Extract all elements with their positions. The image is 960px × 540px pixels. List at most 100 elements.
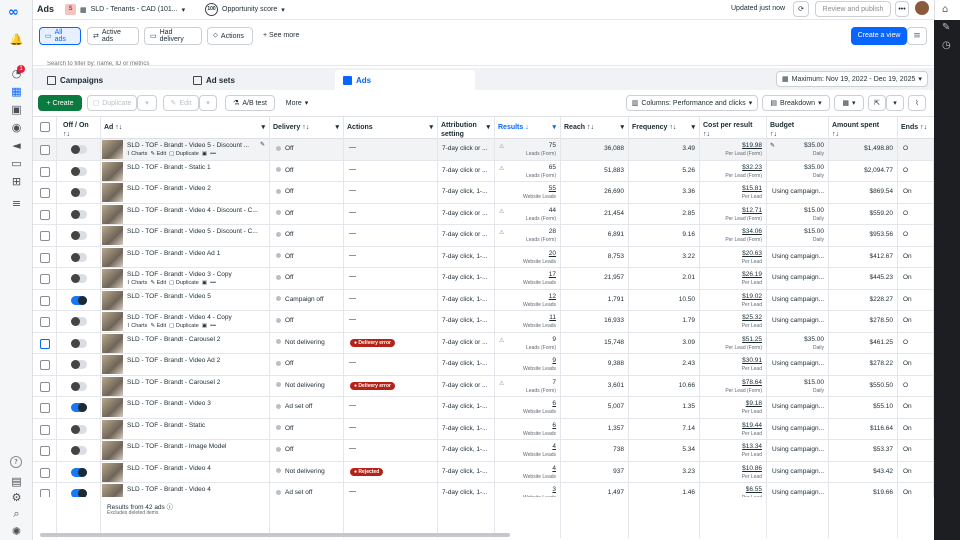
row-checkbox[interactable] xyxy=(40,295,50,306)
row-checkbox[interactable] xyxy=(40,188,50,198)
grid-icon[interactable]: ⊞ xyxy=(11,174,22,188)
warning-icon[interactable]: ⚠ xyxy=(499,380,505,387)
cost-value[interactable]: $19.02 xyxy=(742,292,762,300)
table-row[interactable]: SLD - TOF - Brandt - Video 4 - Discount … xyxy=(33,203,934,225)
tab-campaigns[interactable]: Campaigns xyxy=(39,70,179,90)
billing-icon[interactable]: ▭ xyxy=(11,156,22,170)
results-value[interactable]: 55 xyxy=(548,185,556,192)
more-button[interactable]: More ▾ xyxy=(279,95,315,111)
cost-value[interactable]: $20.63 xyxy=(742,249,762,257)
col-amount[interactable]: Amount spent ↑↓ xyxy=(829,117,898,139)
settings-sliders-icon[interactable]: ≡ xyxy=(907,27,927,45)
row-checkbox[interactable] xyxy=(40,360,50,370)
status-toggle[interactable] xyxy=(71,381,87,391)
pencil-icon[interactable]: ✎ xyxy=(770,142,776,149)
status-toggle[interactable] xyxy=(71,360,87,369)
col-offon[interactable]: Off / On ↑↓ xyxy=(57,117,101,139)
status-toggle[interactable] xyxy=(71,403,87,412)
status-toggle[interactable] xyxy=(71,446,87,455)
cost-value[interactable]: $30.91 xyxy=(742,357,762,364)
status-toggle[interactable] xyxy=(71,188,87,197)
row-checkbox[interactable] xyxy=(40,231,50,241)
table-row[interactable]: SLD - TOF - Brandt - Video 4 - Copy ⌇ Cha… xyxy=(33,311,934,333)
budget-value[interactable]: $15.00 xyxy=(804,228,824,235)
col-budget[interactable]: Budget ↑↓ xyxy=(767,117,829,139)
results-value[interactable]: 3 xyxy=(552,486,556,493)
table-row[interactable]: SLD - TOF - Brandt - Video 5 - Discount … xyxy=(33,139,934,161)
edit-link[interactable]: Edit xyxy=(156,323,167,329)
row-checkbox[interactable] xyxy=(40,209,50,220)
results-value[interactable]: 44 xyxy=(548,206,556,214)
col-cost[interactable]: Cost per result ↑↓ xyxy=(700,117,767,139)
see-more-link[interactable]: + See more xyxy=(263,32,300,39)
col-ad[interactable]: Ad ↑↓ ▾ xyxy=(101,117,270,139)
duplicate-link[interactable]: Duplicate xyxy=(175,151,199,157)
table-row[interactable]: SLD - TOF - Brandt - Image Model Off — 7-da… xyxy=(33,440,934,462)
edit-dropdown[interactable]: ▾ xyxy=(199,95,217,111)
horizontal-scrollbar[interactable] xyxy=(40,533,510,537)
side-bell-icon[interactable]: ⌂ xyxy=(942,4,949,15)
results-value[interactable]: 9 xyxy=(552,335,556,343)
status-toggle[interactable] xyxy=(71,166,87,176)
warning-icon[interactable]: ⚠ xyxy=(499,165,505,172)
cost-value[interactable]: $12.71 xyxy=(742,206,762,214)
menu-icon[interactable]: ≡ xyxy=(11,196,22,210)
side-clock-icon[interactable]: ◷ xyxy=(942,40,951,51)
cost-value[interactable]: $9.18 xyxy=(745,400,762,407)
table-row[interactable]: SLD - TOF - Brandt - Video Ad 1 Off — 7-day… xyxy=(33,246,934,268)
search-icon[interactable]: ⌕ xyxy=(13,507,20,520)
results-value[interactable]: 20 xyxy=(548,249,556,257)
bug-icon[interactable]: ✺ xyxy=(11,524,22,538)
cost-value[interactable]: $34.06 xyxy=(742,228,762,235)
avatar[interactable] xyxy=(915,1,929,15)
status-toggle[interactable] xyxy=(71,489,87,498)
results-value[interactable]: 7 xyxy=(552,378,556,386)
help-icon[interactable]: ? xyxy=(10,456,22,468)
info-icon[interactable]: ⓘ xyxy=(166,504,174,511)
cost-value[interactable]: $32.23 xyxy=(742,163,762,171)
results-value[interactable]: 75 xyxy=(548,142,556,149)
export-icon[interactable]: ⇱ xyxy=(868,95,886,111)
table-row[interactable]: SLD - TOF - Brandt - Video 3 - Copy ⌇ Cha… xyxy=(33,268,934,290)
pages-icon[interactable]: ▣ xyxy=(11,102,22,116)
duplicate-link[interactable]: Duplicate xyxy=(175,280,199,286)
status-badge[interactable]: ● Delivery error xyxy=(350,381,395,390)
rename-pencil-icon[interactable]: ✎ xyxy=(259,142,265,148)
ad-name[interactable]: SLD - TOF - Brandt - Video 5 - Discount … xyxy=(127,142,250,149)
ad-name[interactable]: SLD - TOF - Brandt - Video Ad 1 xyxy=(127,249,221,257)
cost-value[interactable]: $26.19 xyxy=(742,271,762,278)
status-toggle[interactable] xyxy=(71,274,87,283)
ab-test-button[interactable]: ⚗ A/B test xyxy=(225,95,275,111)
row-checkbox[interactable] xyxy=(40,403,50,413)
results-value[interactable]: 65 xyxy=(548,163,556,171)
budget-value[interactable]: $35.00 xyxy=(804,163,824,171)
edit-button[interactable]: ✎ Edit xyxy=(163,95,199,111)
row-checkbox[interactable] xyxy=(40,274,50,284)
budget-value[interactable]: $35.00 xyxy=(804,142,824,149)
duplicate-button[interactable]: ▢ Duplicate xyxy=(87,95,137,111)
col-actions[interactable]: Actions ▾ xyxy=(344,117,438,139)
row-checkbox[interactable] xyxy=(40,424,50,435)
col-ends[interactable]: Ends ↑↓ xyxy=(898,117,934,139)
row-checkbox[interactable] xyxy=(40,467,50,478)
cost-value[interactable]: $15.81 xyxy=(742,185,762,192)
more-icon[interactable]: ••• xyxy=(210,280,216,286)
preview-icon[interactable]: ▣ xyxy=(201,280,208,286)
table-row[interactable]: SLD - TOF - Brandt - Video 5 - Discount … xyxy=(33,225,934,247)
warning-icon[interactable]: ⚠ xyxy=(499,230,505,236)
edit-link[interactable]: Edit xyxy=(156,151,167,157)
select-all-checkbox[interactable] xyxy=(40,122,50,132)
ad-name[interactable]: SLD - TOF - Brandt - Video 5 - Discount … xyxy=(127,228,258,235)
col-attribution[interactable]: Attribution setting ▾ xyxy=(438,117,495,139)
ad-name[interactable]: SLD - TOF - Brandt - Video 4 xyxy=(127,464,211,472)
col-delivery[interactable]: Delivery ↑↓ ▾ xyxy=(270,117,344,139)
edit-link[interactable]: Edit xyxy=(156,280,167,286)
meta-logo-icon[interactable]: ∞ xyxy=(8,5,19,20)
ad-name[interactable]: SLD - TOF - Brandt - Video 5 xyxy=(127,292,211,300)
ad-name[interactable]: SLD - TOF - Brandt - Video 3 - Copy xyxy=(127,271,232,278)
status-toggle[interactable] xyxy=(71,338,87,348)
table-row[interactable]: SLD - TOF - Brandt - Carousel 2 Not deliv… xyxy=(33,375,934,397)
ads-manager-icon[interactable]: ▦ xyxy=(11,84,22,98)
ad-name[interactable]: SLD - TOF - Brandt - Video 4 - Discount … xyxy=(127,206,258,214)
more-icon[interactable]: ••• xyxy=(210,323,216,329)
